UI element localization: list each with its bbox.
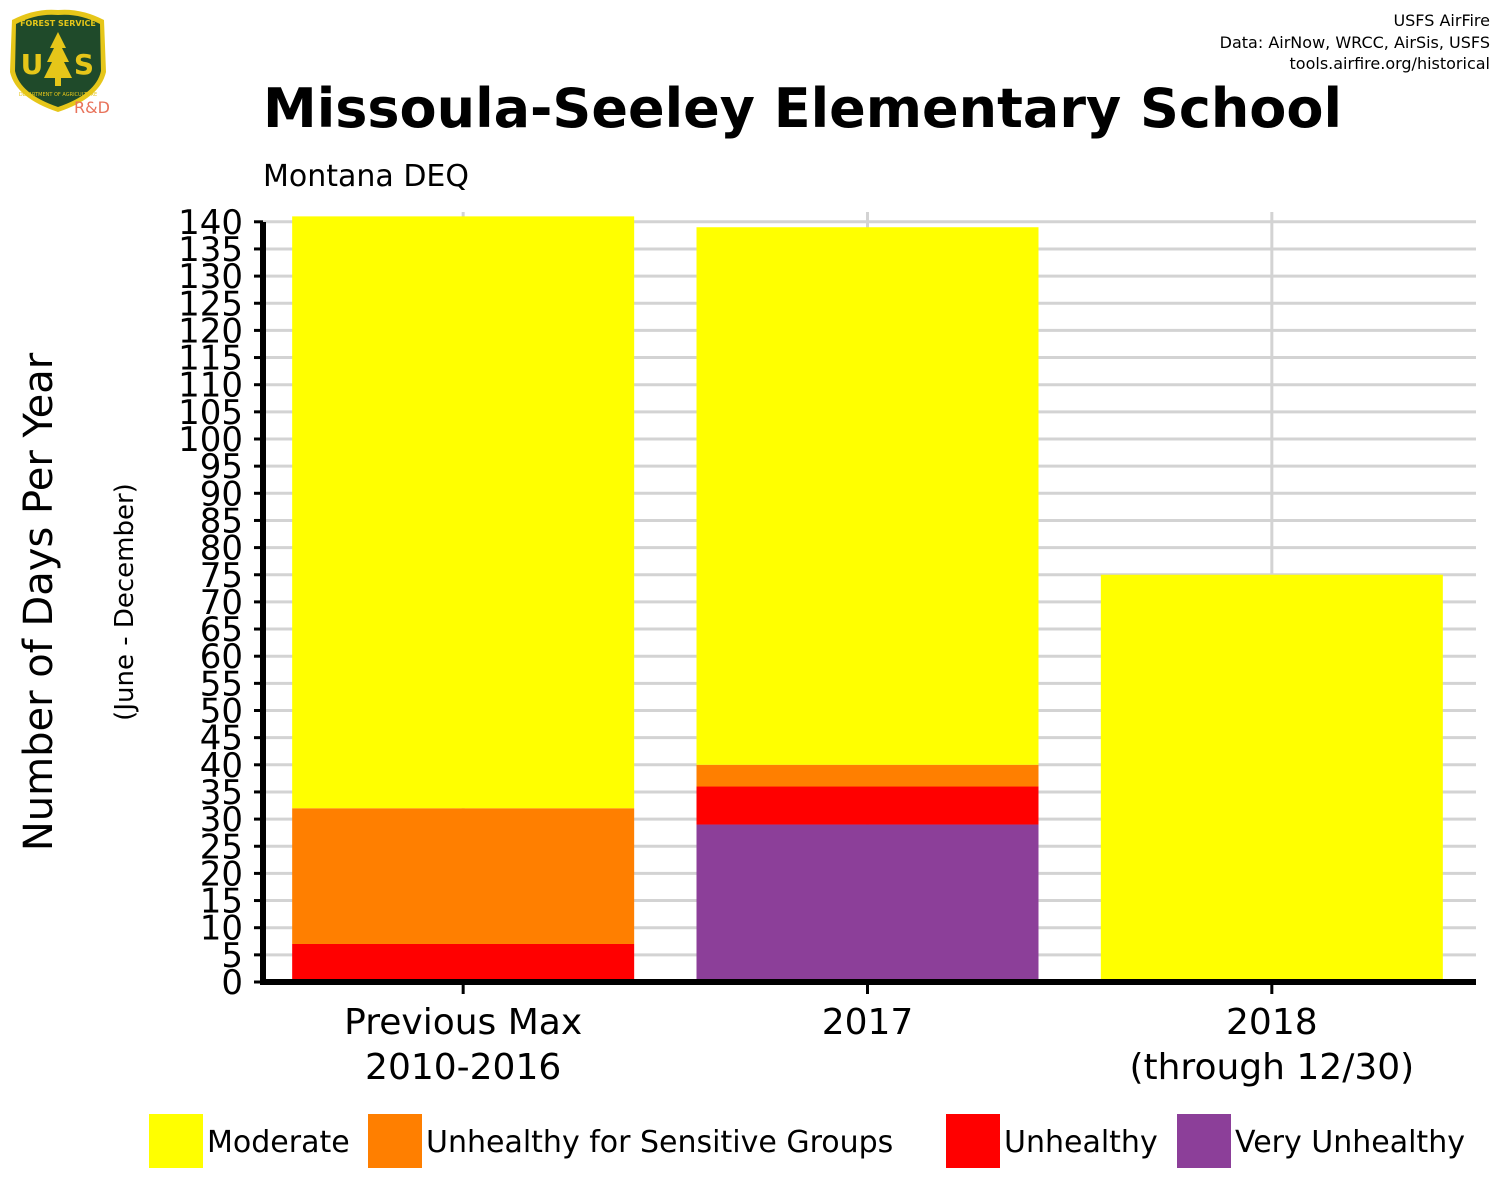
bar-very-unhealthy xyxy=(696,824,1039,982)
y-tick-label: 75 xyxy=(200,556,243,596)
y-tick-label: 60 xyxy=(200,637,243,677)
y-axis-sublabel: (June - December) xyxy=(110,483,140,721)
y-tick-label: 30 xyxy=(200,800,243,840)
bars xyxy=(292,216,1443,982)
y-tick-label: 90 xyxy=(200,474,243,514)
y-tick-label: 65 xyxy=(200,610,243,650)
bar-unhealthy xyxy=(292,943,635,982)
legend-label-very-unhealthy: Very Unhealthy xyxy=(1235,1125,1465,1160)
y-tick-label: 40 xyxy=(200,746,243,786)
axes xyxy=(254,220,1476,994)
legend-label-moderate: Moderate xyxy=(207,1125,350,1160)
y-tick-label: 85 xyxy=(200,501,243,541)
y-tick-label: 10 xyxy=(200,909,243,949)
bar-unhealthy-for-sensitive-groups xyxy=(696,764,1039,787)
legend-swatch-unhealthy-for-sensitive-groups xyxy=(368,1114,422,1168)
legend-swatch-moderate xyxy=(149,1114,203,1168)
legend-label-unhealthy-for-sensitive-groups: Unhealthy for Sensitive Groups xyxy=(426,1125,893,1160)
legend-swatch-unhealthy xyxy=(946,1114,1000,1168)
legend-swatch-very-unhealthy xyxy=(1177,1114,1231,1168)
credit-line-3: tools.airfire.org/historical xyxy=(1290,54,1490,73)
y-tick-label: 25 xyxy=(200,827,243,867)
y-tick-label: 95 xyxy=(200,447,243,487)
bar-unhealthy xyxy=(696,786,1039,825)
bar-moderate xyxy=(696,227,1039,765)
logo-letter-s: S xyxy=(74,48,94,81)
y-tick-label: 130 xyxy=(178,257,243,297)
y-tick-label: 105 xyxy=(178,393,243,433)
y-tick-label: 100 xyxy=(178,420,243,460)
y-tick-label: 125 xyxy=(178,284,243,324)
y-tick-label: 55 xyxy=(200,664,243,704)
logo-bottom-text: DEPARTMENT OF AGRICULTURE xyxy=(19,92,97,98)
y-tick-label: 140 xyxy=(178,203,243,243)
legend: Moderate Unhealthy for Sensitive Groups Un… xyxy=(149,1114,1465,1168)
y-tick-label: 45 xyxy=(200,719,243,759)
rd-label: R&D xyxy=(74,98,110,117)
bar-unhealthy-for-sensitive-groups xyxy=(292,808,635,944)
x-tick-label: 2017 xyxy=(822,1002,914,1043)
x-tick-label: (through 12/30) xyxy=(1129,1047,1414,1088)
y-tick-label: 0 xyxy=(221,963,243,1003)
credit-line-2: Data: AirNow, WRCC, AirSis, USFS xyxy=(1220,33,1490,52)
y-tick-label: 5 xyxy=(221,936,243,976)
y-tick-label: 135 xyxy=(178,230,243,270)
logo-arc-text: FOREST SERVICE xyxy=(20,19,96,28)
legend-label-unhealthy: Unhealthy xyxy=(1004,1125,1158,1160)
y-tick-label: 115 xyxy=(178,339,243,379)
credit-line-1: USFS AirFire xyxy=(1393,11,1490,30)
chart-title: Missoula-Seeley Elementary School xyxy=(263,77,1342,140)
bar-moderate xyxy=(292,216,635,809)
y-axis-label: Number of Days Per Year xyxy=(16,352,62,851)
y-tick-label: 20 xyxy=(200,854,243,894)
bar-moderate xyxy=(1100,574,1443,982)
y-tick-label: 35 xyxy=(200,773,243,813)
logo-letter-u: U xyxy=(21,48,44,81)
x-tick-label: 2018 xyxy=(1226,1002,1318,1043)
y-tick-label: 110 xyxy=(178,366,243,406)
y-tick-label: 70 xyxy=(200,583,243,623)
y-tick-label: 15 xyxy=(200,882,243,922)
x-tick-label: 2010-2016 xyxy=(365,1047,561,1088)
y-tick-label: 120 xyxy=(178,311,243,351)
forest-service-logo: U S FOREST SERVICE DEPARTMENT OF AGRICUL… xyxy=(10,9,110,117)
y-tick-label: 50 xyxy=(200,692,243,732)
y-tick-labels: 0510152025303540455055606570758085909510… xyxy=(178,203,243,1003)
tree-icon xyxy=(44,32,72,86)
x-tick-label: Previous Max xyxy=(344,1002,582,1043)
y-tick-label: 80 xyxy=(200,529,243,569)
chart-subtitle: Montana DEQ xyxy=(263,159,469,194)
